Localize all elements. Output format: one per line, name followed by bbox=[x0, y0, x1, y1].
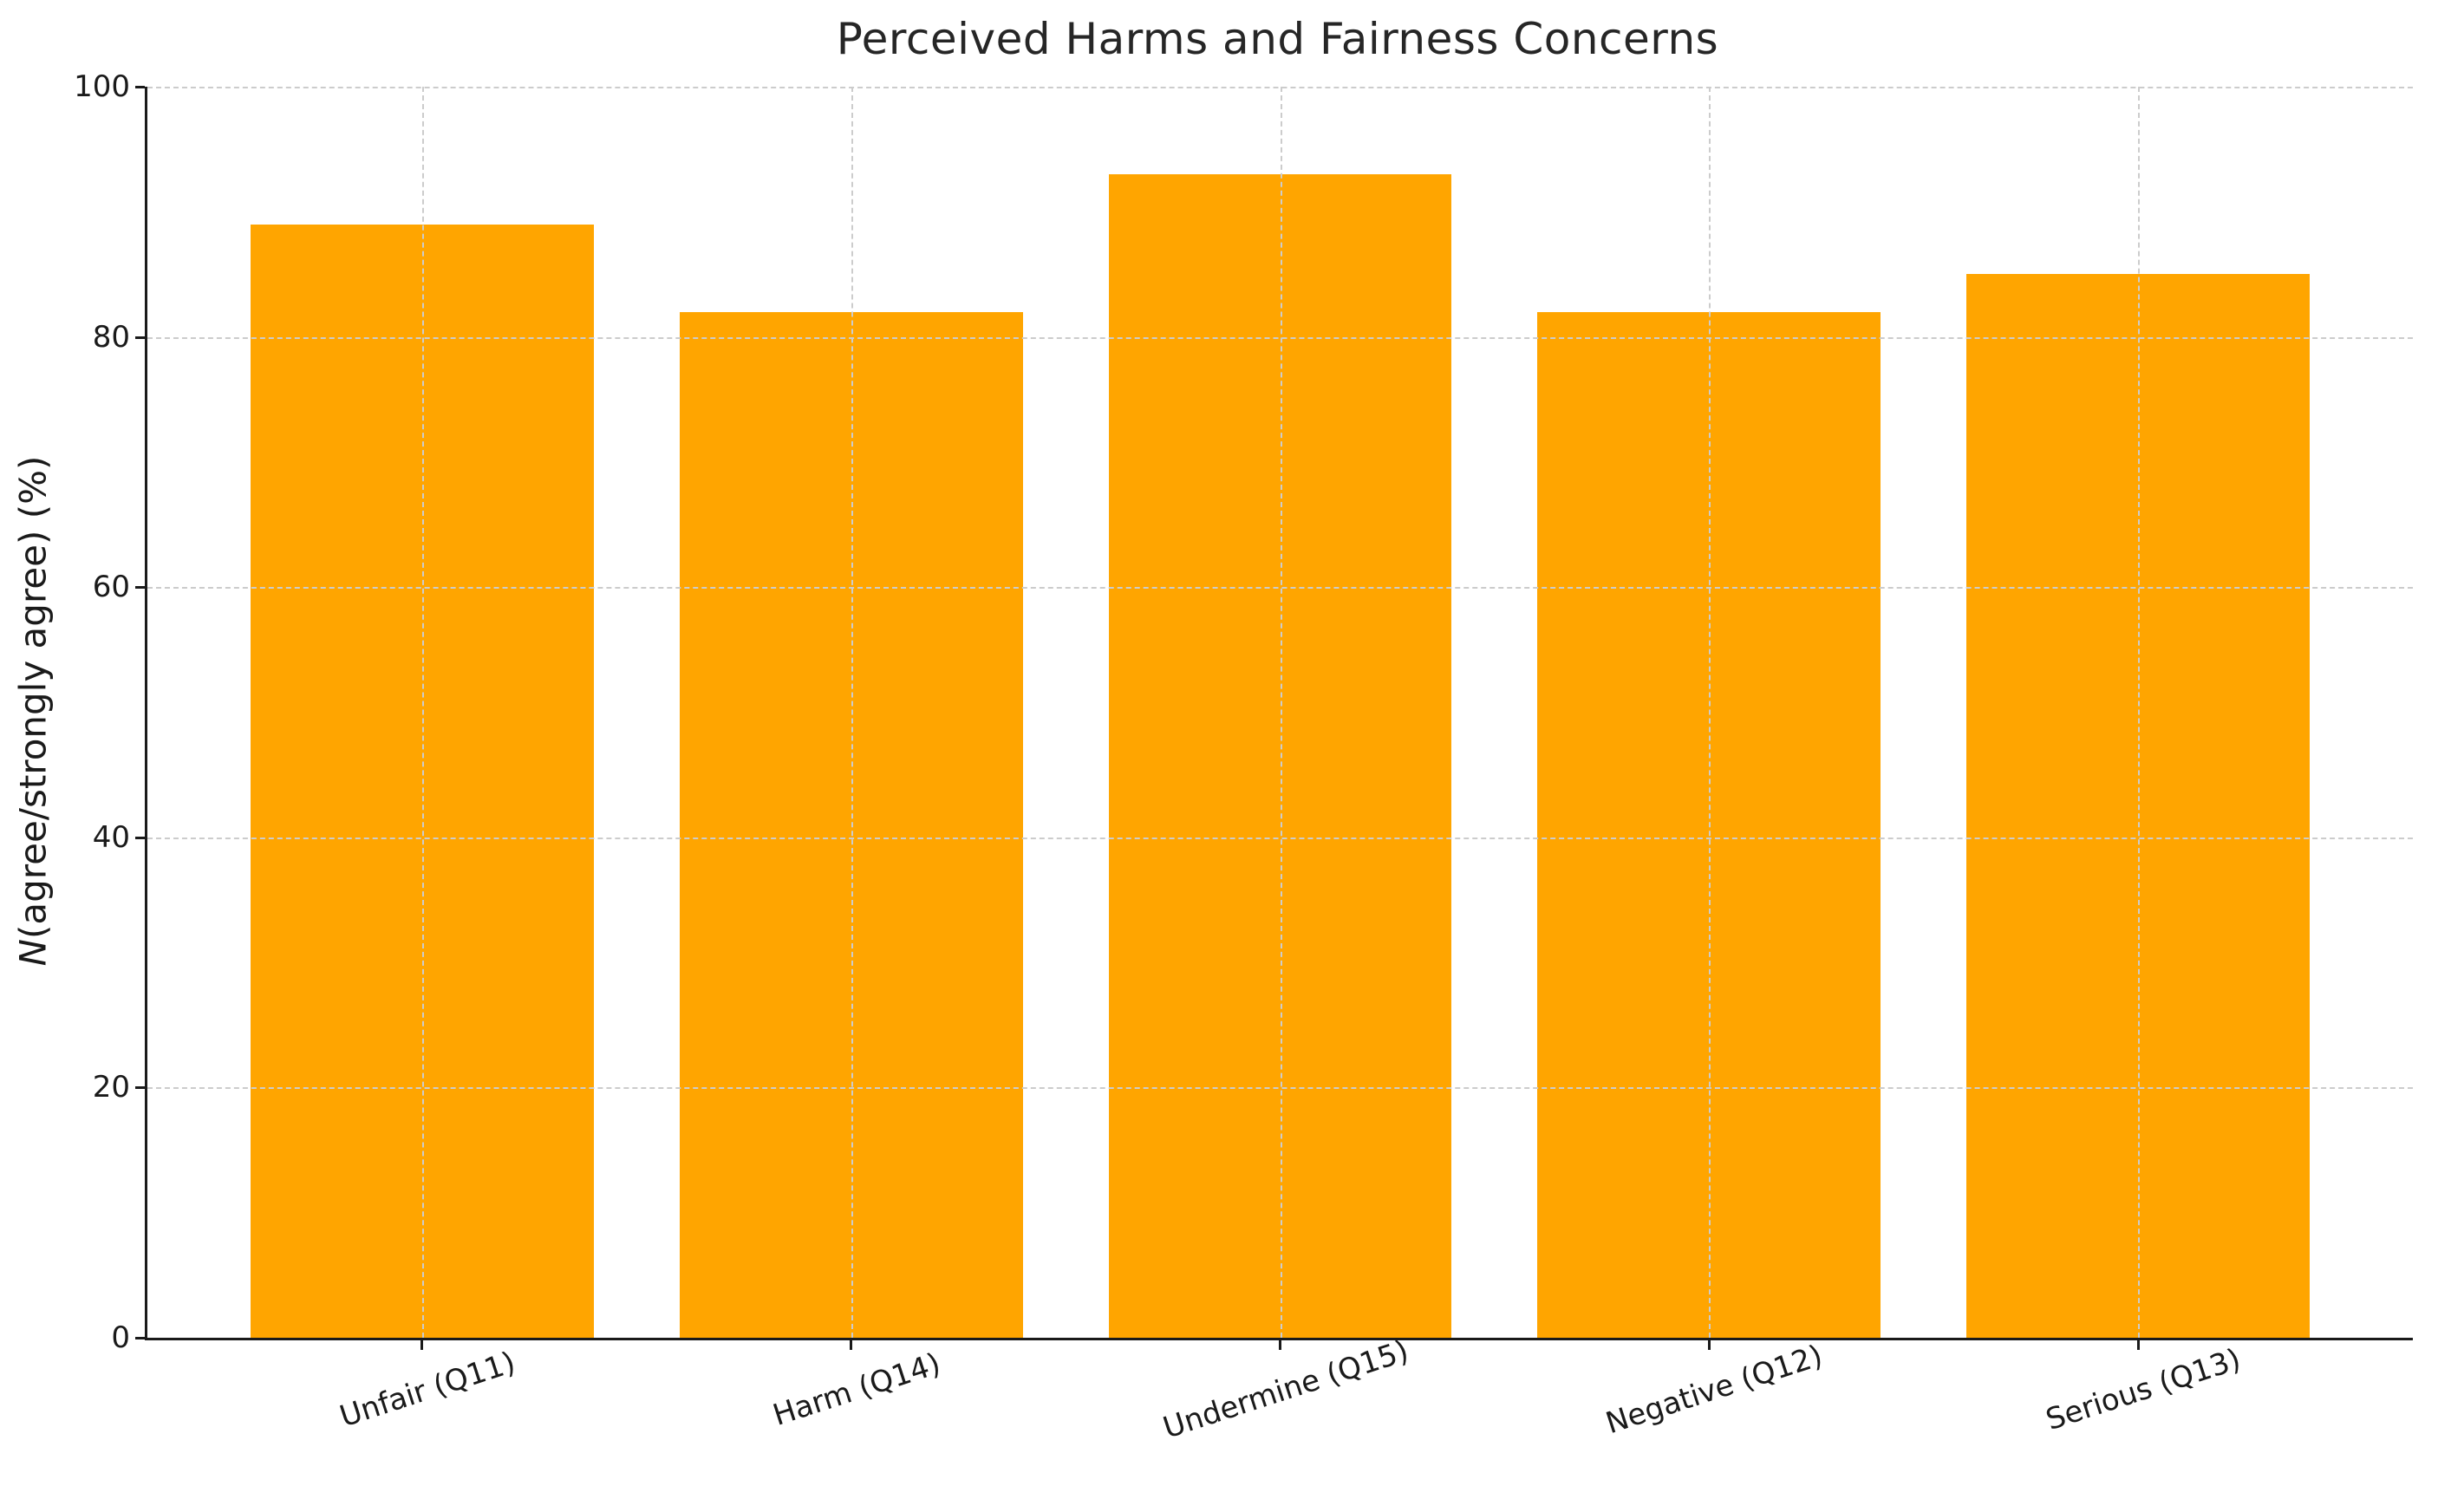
x-tick-label-harm-q14: Harm (Q14) bbox=[768, 1346, 945, 1433]
y-tick-mark-0 bbox=[135, 1337, 145, 1339]
x-tick-mark-harm-q14 bbox=[850, 1340, 853, 1350]
x-tick-label-negative-q12: Negative (Q12) bbox=[1601, 1338, 1828, 1442]
v-gridline-harm-q14 bbox=[851, 87, 853, 1338]
y-tick-mark-20 bbox=[135, 1086, 145, 1090]
y-tick-label-60: 60 bbox=[92, 570, 130, 605]
y-tick-mark-60 bbox=[135, 586, 145, 590]
x-tick-mark-serious-q13 bbox=[2136, 1340, 2140, 1350]
y-tick-label-80: 80 bbox=[92, 319, 130, 355]
v-gridline-unfair-q11 bbox=[421, 87, 424, 1338]
v-gridline-undermine-q15 bbox=[1280, 87, 1282, 1338]
x-tick-mark-undermine-q15 bbox=[1279, 1340, 1281, 1350]
x-tick-label-undermine-q15: Undermine (Q15) bbox=[1158, 1333, 1413, 1446]
x-tick-mark-negative-q12 bbox=[1707, 1340, 1711, 1350]
y-tick-label-20: 20 bbox=[92, 1070, 130, 1105]
bar-undermine-q15 bbox=[1108, 174, 1452, 1338]
chart-title: Perceived Harms and Fairness Concerns bbox=[836, 14, 1719, 64]
y-axis-label: N(agree/strongly agree) (%) bbox=[12, 456, 55, 967]
y-tick-label-40: 40 bbox=[92, 819, 130, 855]
y-tick-mark-80 bbox=[135, 336, 145, 339]
v-gridline-negative-q12 bbox=[1709, 87, 1711, 1338]
x-tick-label-unfair-q11: Unfair (Q11) bbox=[335, 1345, 519, 1435]
y-axis-label-italic-n: N bbox=[11, 938, 55, 967]
x-tick-label-serious-q13: Serious (Q13) bbox=[2042, 1341, 2246, 1438]
y-tick-label-100: 100 bbox=[74, 69, 130, 104]
x-tick-mark-unfair-q11 bbox=[420, 1340, 424, 1350]
y-tick-label-0: 0 bbox=[111, 1320, 130, 1355]
v-gridline-serious-q13 bbox=[2138, 87, 2141, 1338]
y-tick-mark-100 bbox=[135, 86, 145, 88]
y-axis-label-rest: (agree/strongly agree) (%) bbox=[11, 455, 55, 939]
y-tick-mark-40 bbox=[135, 836, 145, 839]
plot-area bbox=[145, 87, 2413, 1340]
